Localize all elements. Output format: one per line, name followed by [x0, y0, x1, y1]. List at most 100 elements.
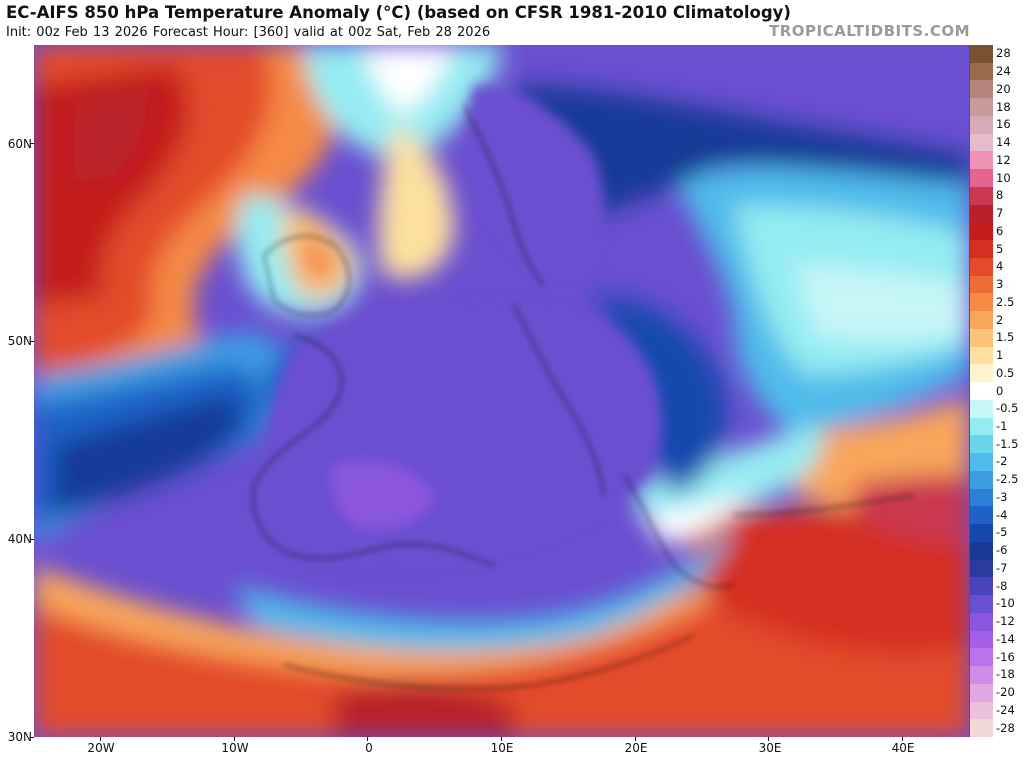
colorbar-label: -3	[996, 489, 1008, 504]
header: EC-AIFS 850 hPa Temperature Anomaly (°C)…	[0, 0, 1024, 44]
colorbar-swatch	[970, 204, 993, 223]
colorbar-swatch	[970, 399, 993, 419]
colorbar-swatch	[970, 648, 993, 667]
colorbar-swatch	[970, 151, 993, 170]
lat-label-30: 30N	[7, 730, 32, 744]
lon-label-40e: 40E	[891, 741, 915, 755]
colorbar-swatch	[970, 257, 993, 277]
colorbar-label: -2.5	[996, 472, 1019, 487]
colorbar-swatch	[970, 453, 993, 472]
colorbar-swatch	[970, 115, 993, 135]
colorbar-swatch	[970, 62, 993, 81]
colorbar-swatch	[970, 488, 993, 507]
colorbar-swatch	[970, 311, 993, 330]
lon-label-0: 0	[365, 741, 373, 755]
colorbar-label: 7	[996, 206, 1004, 221]
lat-tick	[30, 341, 34, 343]
forecast-info: Init: 00z Feb 13 2026 Forecast Hour: [36…	[6, 25, 491, 40]
colorbar-label: -6	[996, 543, 1008, 558]
colorbar-swatch	[970, 435, 993, 454]
lon-tick	[100, 737, 102, 741]
colorbar-label: -18	[996, 667, 1015, 682]
colorbar-swatch	[970, 186, 993, 206]
colorbar-label: -20	[996, 685, 1015, 700]
colorbar-swatch	[970, 169, 993, 188]
anomaly-map[interactable]	[34, 45, 969, 737]
lon-label-10e: 10E	[490, 741, 514, 755]
colorbar-swatch	[970, 275, 993, 294]
colorbar-swatch	[970, 666, 993, 685]
colorbar-label: -0.5	[996, 401, 1019, 416]
colorbar-label: 28	[996, 46, 1011, 61]
colorbar-swatch	[970, 328, 993, 348]
colorbar-swatch	[970, 364, 993, 383]
map-title: EC-AIFS 850 hPa Temperature Anomaly (°C)…	[6, 3, 791, 22]
colorbar-label: -2	[996, 454, 1008, 469]
colorbar-swatch	[970, 683, 993, 702]
colorbar-swatch	[970, 346, 993, 365]
colorbar-label: 6	[996, 223, 1004, 238]
colorbar-swatch	[970, 133, 993, 152]
lon-tick	[233, 737, 235, 741]
lon-label-20e: 20E	[624, 741, 648, 755]
colorbar-swatch	[970, 559, 993, 578]
colorbar-label: -7	[996, 560, 1008, 575]
colorbar-label: -8	[996, 578, 1008, 593]
colorbar-label: 8	[996, 188, 1004, 203]
lon-label-30e: 30E	[758, 741, 782, 755]
colorbar-label: -24	[996, 702, 1015, 717]
colorbar-label: 18	[996, 99, 1011, 114]
colorbar-label: -10	[996, 596, 1015, 611]
colorbar-label: 0	[996, 383, 1004, 398]
colorbar-swatch	[970, 293, 993, 312]
colorbar-label: 1	[996, 348, 1004, 362]
lat-tick	[30, 143, 34, 145]
lat-tick	[30, 736, 34, 738]
colorbar-swatch	[970, 45, 993, 64]
colorbar-label: 1.5	[996, 330, 1015, 345]
colorbar-label: -1	[996, 418, 1008, 433]
colorbar-label: 24	[996, 64, 1011, 79]
colorbar-swatch	[970, 417, 993, 436]
colorbar-label: -28	[996, 720, 1015, 735]
colorbar-label: 10	[996, 170, 1011, 185]
colorbar-swatch	[970, 612, 993, 632]
colorbar	[969, 45, 993, 738]
colorbar-label: 2.5	[996, 294, 1015, 309]
lon-label-10w: 10W	[221, 741, 249, 755]
colorbar-swatch	[970, 577, 993, 596]
lon-tick	[367, 737, 369, 741]
lon-tick	[901, 737, 903, 741]
lat-label-60: 60N	[7, 137, 32, 151]
lon-tick	[634, 737, 636, 741]
colorbar-swatch	[970, 630, 993, 649]
colorbar-label: -12	[996, 614, 1015, 629]
colorbar-label: 3	[996, 277, 1004, 292]
lon-tick	[501, 737, 502, 741]
colorbar-swatch	[970, 524, 993, 543]
colorbar-label: -4	[996, 507, 1008, 522]
colorbar-swatch	[970, 595, 993, 614]
colorbar-label: 5	[996, 241, 1004, 256]
colorbar-swatch	[970, 719, 993, 738]
colorbar-label: 14	[996, 135, 1011, 150]
anomaly-field	[34, 45, 969, 737]
colorbar-label: 20	[996, 81, 1011, 96]
colorbar-label: 4	[996, 259, 1004, 274]
colorbar-swatch	[970, 382, 993, 401]
colorbar-swatch	[970, 240, 993, 259]
colorbar-swatch	[970, 222, 993, 241]
colorbar-label: -14	[996, 631, 1015, 646]
colorbar-label: 2	[996, 312, 1004, 327]
lat-tick	[30, 538, 34, 540]
colorbar-swatch	[970, 470, 993, 490]
colorbar-label: -16	[996, 649, 1015, 664]
colorbar-label: 12	[996, 152, 1011, 167]
brand-watermark[interactable]: TROPICALTIDBITS.COM	[769, 22, 970, 40]
lat-label-50: 50N	[7, 334, 32, 348]
colorbar-swatch	[970, 98, 993, 117]
lon-label-20w: 20W	[87, 741, 115, 755]
colorbar-label: 0.5	[996, 365, 1015, 380]
colorbar-label: -1.5	[996, 436, 1019, 451]
colorbar-swatch	[970, 541, 993, 561]
